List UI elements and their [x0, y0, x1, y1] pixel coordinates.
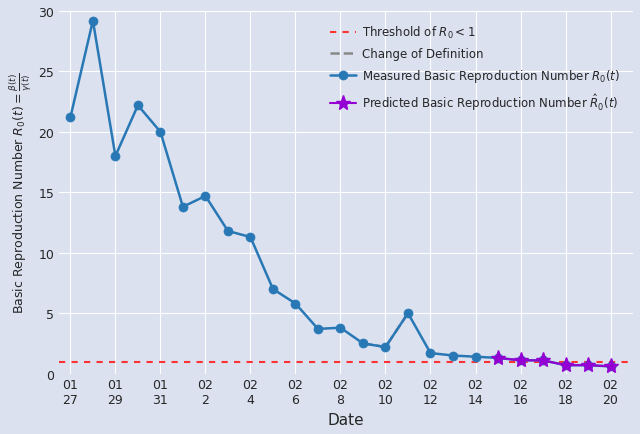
Measured Basic Reproduction Number $R_0(t)$ [562, 363, 570, 368]
Change of Definition [381, 345, 389, 350]
Measured Basic Reproduction Number $R_0(t)$ [67, 115, 74, 121]
Change of Definition [404, 311, 412, 316]
Measured Basic Reproduction Number $R_0(t)$ [337, 326, 344, 331]
Measured Basic Reproduction Number $R_0(t)$ [314, 326, 322, 332]
Measured Basic Reproduction Number $R_0(t)$ [539, 358, 547, 363]
Measured Basic Reproduction Number $R_0(t)$ [202, 194, 209, 199]
Y-axis label: Basic Reproduction Number $R_0(t) = \frac{\beta(t)}{\gamma(t)}$: Basic Reproduction Number $R_0(t) = \fra… [7, 72, 33, 313]
Measured Basic Reproduction Number $R_0(t)$ [359, 341, 367, 346]
Measured Basic Reproduction Number $R_0(t)$ [246, 235, 254, 240]
Measured Basic Reproduction Number $R_0(t)$ [134, 103, 141, 108]
Measured Basic Reproduction Number $R_0(t)$ [404, 311, 412, 316]
Measured Basic Reproduction Number $R_0(t)$ [472, 354, 479, 359]
Measured Basic Reproduction Number $R_0(t)$ [381, 345, 389, 350]
Measured Basic Reproduction Number $R_0(t)$ [179, 205, 187, 210]
Line: Measured Basic Reproduction Number $R_0(t)$: Measured Basic Reproduction Number $R_0(… [66, 17, 615, 371]
Predicted Basic Reproduction Number $\hat{R}_0(t)$ [607, 364, 614, 369]
Measured Basic Reproduction Number $R_0(t)$ [449, 353, 457, 358]
Measured Basic Reproduction Number $R_0(t)$ [427, 351, 435, 356]
Predicted Basic Reproduction Number $\hat{R}_0(t)$ [494, 355, 502, 361]
Change of Definition [359, 341, 367, 346]
X-axis label: Date: Date [328, 412, 364, 427]
Line: Predicted Basic Reproduction Number $\hat{R}_0(t)$: Predicted Basic Reproduction Number $\ha… [490, 351, 618, 374]
Measured Basic Reproduction Number $R_0(t)$ [269, 287, 276, 292]
Measured Basic Reproduction Number $R_0(t)$ [292, 301, 300, 306]
Threshold of $R_0 < 1$ [78, 359, 86, 364]
Measured Basic Reproduction Number $R_0(t)$ [494, 355, 502, 361]
Measured Basic Reproduction Number $R_0(t)$ [157, 130, 164, 135]
Predicted Basic Reproduction Number $\hat{R}_0(t)$ [584, 363, 592, 368]
Threshold of $R_0 < 1$ [67, 359, 74, 364]
Measured Basic Reproduction Number $R_0(t)$ [607, 364, 614, 369]
Measured Basic Reproduction Number $R_0(t)$ [224, 229, 232, 234]
Measured Basic Reproduction Number $R_0(t)$ [89, 19, 97, 24]
Line: Change of Definition: Change of Definition [363, 313, 408, 347]
Measured Basic Reproduction Number $R_0(t)$ [516, 358, 524, 363]
Predicted Basic Reproduction Number $\hat{R}_0(t)$ [539, 358, 547, 363]
Measured Basic Reproduction Number $R_0(t)$ [584, 363, 592, 368]
Legend: Threshold of $R_0 < 1$, Change of Definition, Measured Basic Reproduction Number: Threshold of $R_0 < 1$, Change of Defini… [323, 18, 627, 120]
Predicted Basic Reproduction Number $\hat{R}_0(t)$ [516, 358, 524, 363]
Predicted Basic Reproduction Number $\hat{R}_0(t)$ [562, 363, 570, 368]
Measured Basic Reproduction Number $R_0(t)$ [111, 154, 119, 159]
